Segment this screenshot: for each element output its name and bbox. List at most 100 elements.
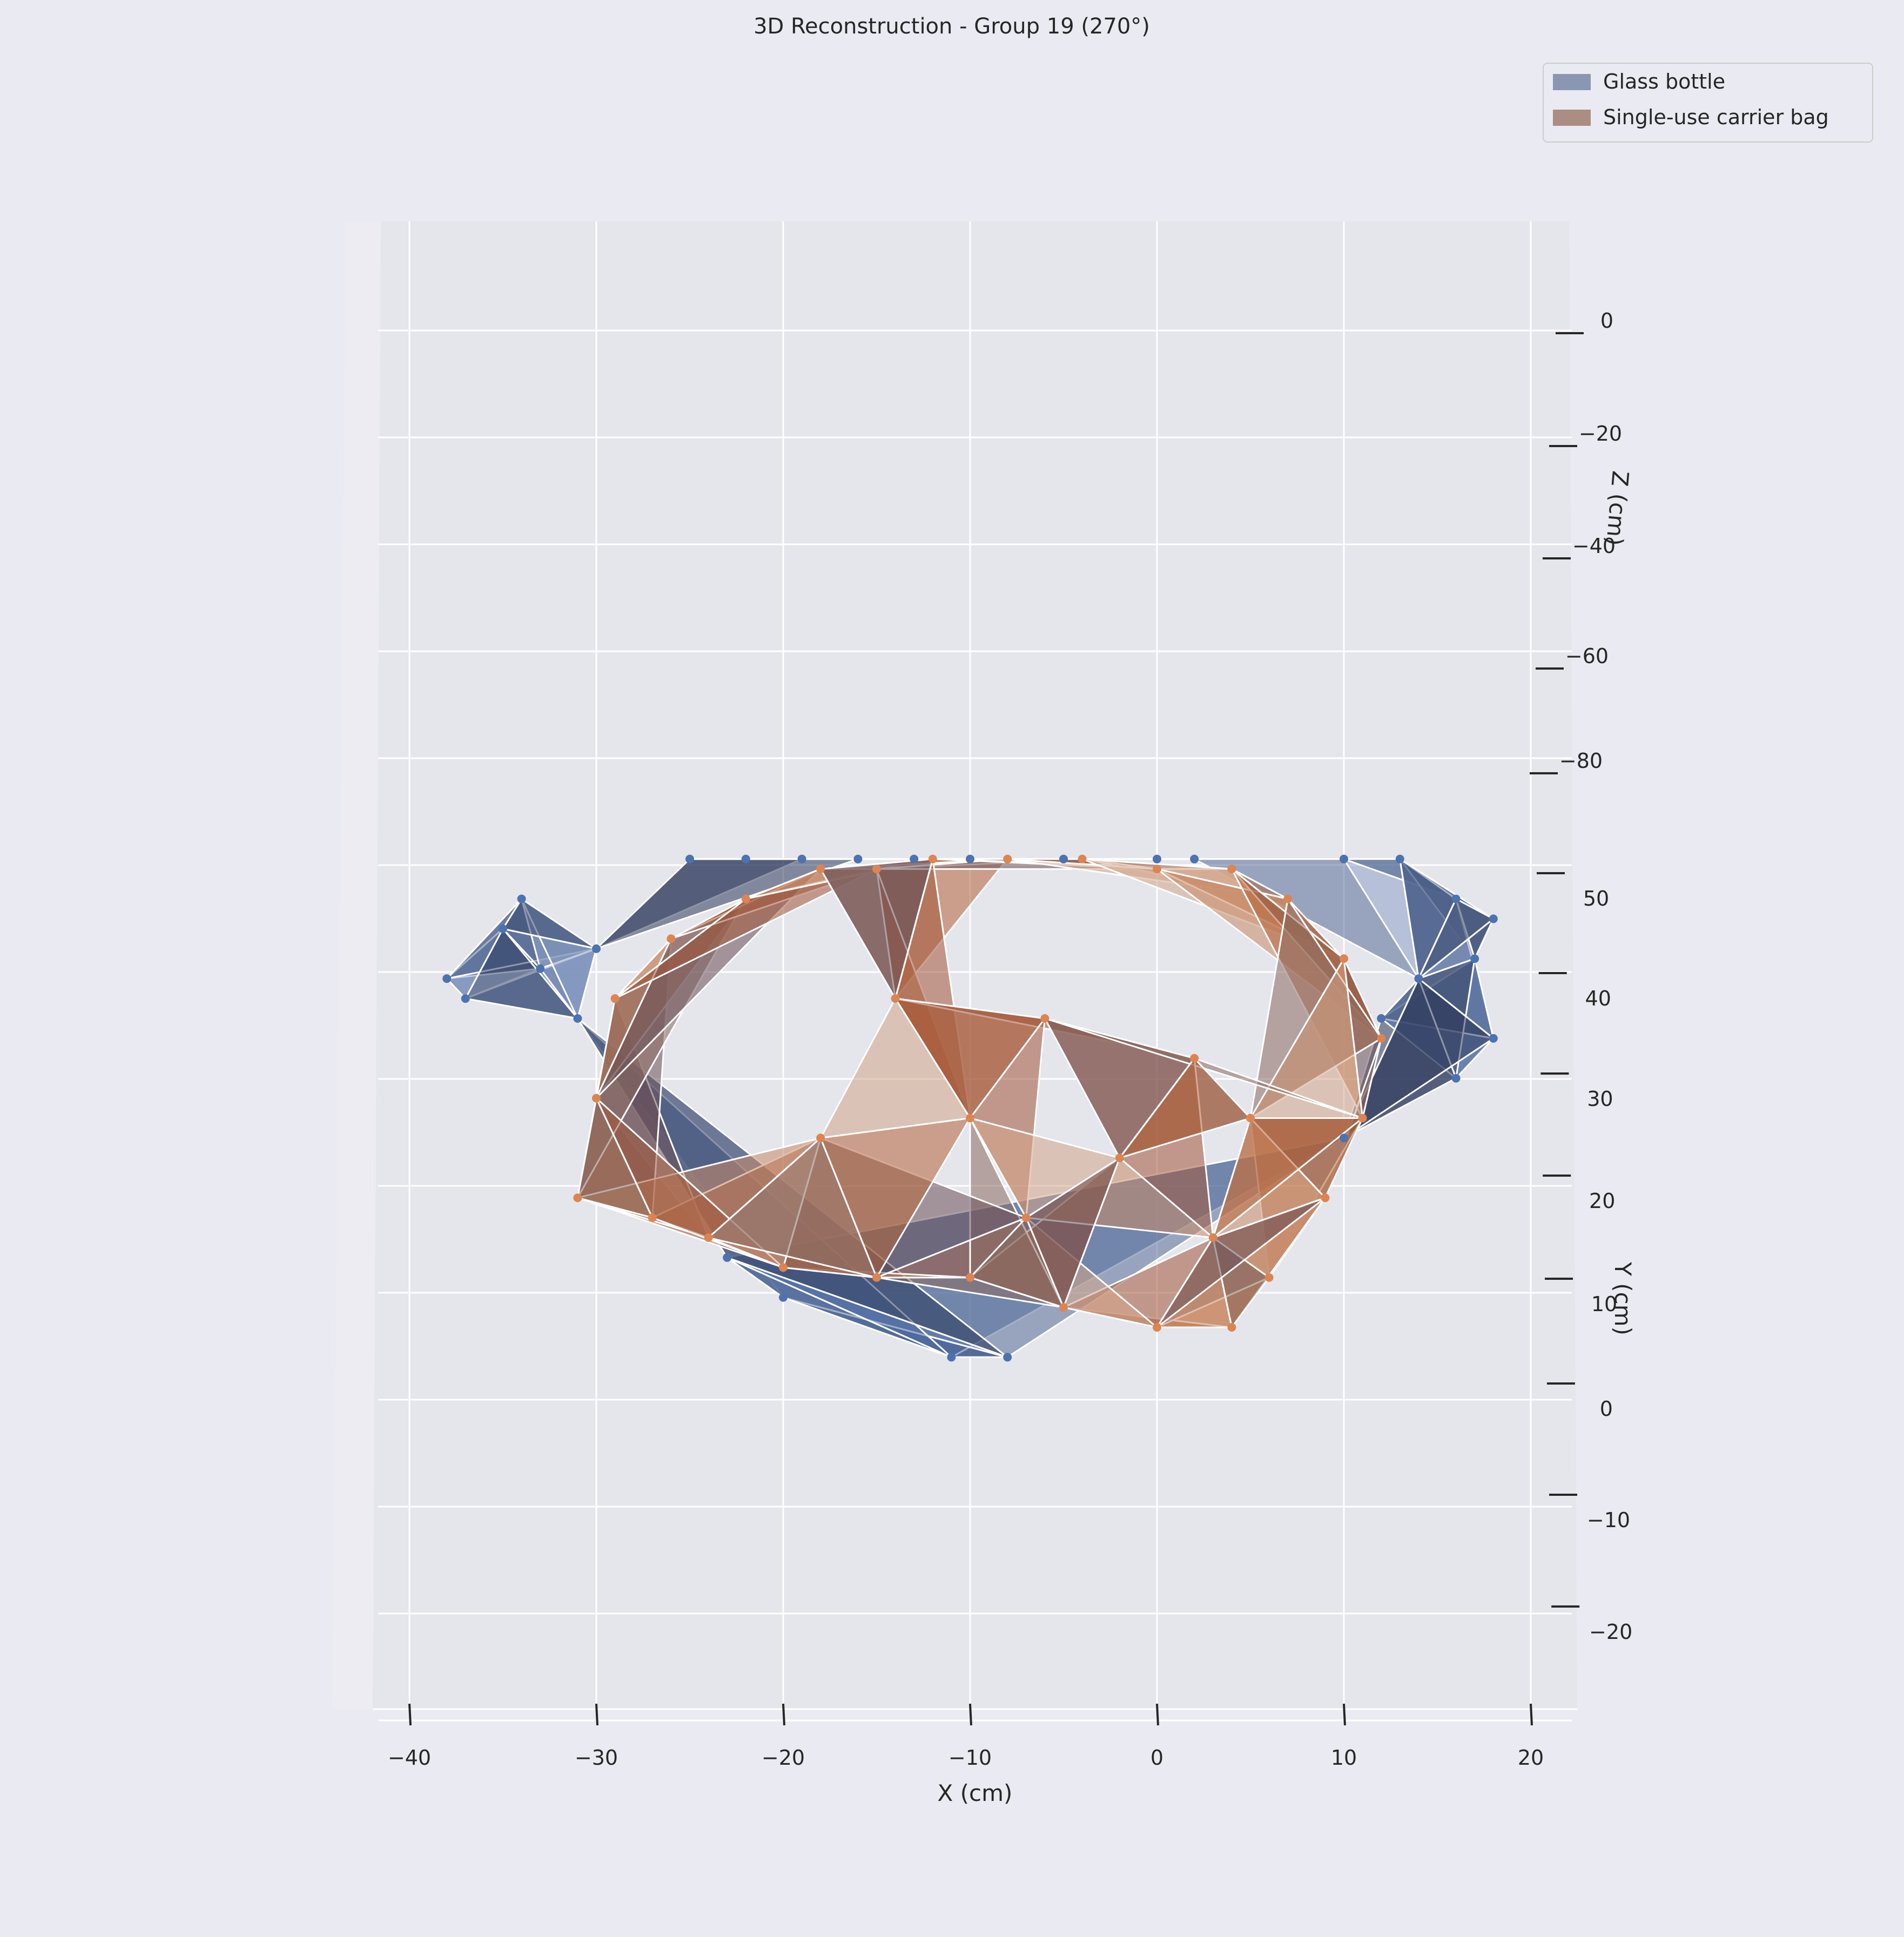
- data-point: [1470, 954, 1479, 963]
- mesh-face: [819, 858, 934, 1001]
- x-tick-mark: [1530, 1703, 1533, 1726]
- data-point: [723, 1253, 732, 1262]
- back-pane: [373, 221, 1577, 1709]
- data-point: [536, 964, 545, 973]
- z-tick-label: −40: [1572, 534, 1616, 558]
- y-axis-ticks: −20 −10 0 10 20 30 40 50: [1537, 872, 1632, 1644]
- data-point: [1264, 1273, 1274, 1282]
- x-tick-mark: [969, 1703, 972, 1726]
- y-tick-label: 40: [1585, 987, 1611, 1010]
- data-point: [1190, 854, 1199, 863]
- data-point: [685, 854, 694, 863]
- data-point: [610, 994, 620, 1003]
- x-tick-label: −10: [948, 1746, 992, 1770]
- data-point: [1358, 1113, 1367, 1123]
- mesh-face: [1156, 1197, 1326, 1328]
- data-point: [704, 1233, 713, 1242]
- data-point: [1489, 1034, 1498, 1043]
- data-point: [1340, 854, 1348, 863]
- data-point: [1153, 865, 1161, 874]
- data-point: [947, 1353, 956, 1362]
- x-tick-label: 0: [1151, 1746, 1163, 1770]
- z-tick-label: 0: [1600, 309, 1613, 333]
- data-point: [741, 894, 750, 903]
- data-point: [779, 1263, 788, 1272]
- mesh-face: [1418, 897, 1495, 980]
- legend-swatch-carrier-bag: [1553, 110, 1591, 126]
- data-point: [1208, 1233, 1217, 1242]
- data-point: [1377, 1014, 1386, 1023]
- z-tick-label: −20: [1579, 422, 1622, 446]
- data-point: [461, 994, 470, 1003]
- x-tick-mark: [1343, 1703, 1346, 1726]
- data-point: [1283, 894, 1293, 903]
- data-point: [797, 854, 806, 863]
- x-tick-label: −20: [762, 1746, 805, 1770]
- mesh-face: [968, 1117, 1122, 1219]
- x-tick-label: 20: [1518, 1746, 1544, 1770]
- chart-title: 3D Reconstruction - Group 19 (270°): [753, 14, 1150, 39]
- mesh-face: [1342, 977, 1495, 1140]
- data-point: [1451, 894, 1461, 903]
- data-point: [517, 894, 526, 903]
- y-tick-label: 10: [1591, 1292, 1617, 1316]
- data-point: [1078, 854, 1087, 863]
- data-point: [1115, 1153, 1124, 1163]
- data-point: [1489, 914, 1498, 923]
- legend-swatch-glass-bottle: [1553, 74, 1591, 90]
- data-point: [442, 974, 452, 983]
- left-pane: [332, 221, 381, 1709]
- legend: Glass bottle Single-use carrier bag: [1543, 63, 1873, 143]
- data-point: [966, 854, 974, 863]
- data-point: [1040, 1014, 1049, 1023]
- data-point: [1395, 854, 1404, 863]
- data-point: [1190, 1054, 1199, 1063]
- data-point: [1340, 1133, 1348, 1143]
- y-axis-label: Y (cm): [1610, 1261, 1636, 1335]
- mesh-face: [595, 1097, 784, 1268]
- data-point: [891, 994, 900, 1003]
- data-point: [928, 854, 937, 863]
- data-point: [1153, 1322, 1161, 1332]
- y-tick-label: 0: [1600, 1397, 1613, 1421]
- data-point: [816, 865, 825, 874]
- data-point: [1227, 865, 1236, 874]
- mesh-face: [464, 927, 580, 1020]
- mesh-carrier-bag: [574, 858, 1383, 1329]
- mesh-face: [501, 897, 597, 950]
- data-point: [1003, 1353, 1012, 1362]
- data-point: [872, 865, 881, 874]
- data-point: [1451, 1074, 1461, 1083]
- data-point: [1377, 1034, 1386, 1043]
- x-tick-label: −30: [575, 1746, 618, 1770]
- data-point: [1021, 1213, 1031, 1222]
- data-point: [573, 1193, 582, 1203]
- data-point: [872, 1273, 881, 1282]
- points-carrier-bag: [573, 854, 1386, 1332]
- y-tick-label: 50: [1583, 887, 1609, 910]
- y-tick-label: −10: [1587, 1508, 1630, 1532]
- mesh-face: [819, 1117, 972, 1280]
- x-tick-mark: [408, 1703, 412, 1726]
- x-axis-ticks: −40 −30 −20 −10 0 10 20: [388, 1703, 1544, 1770]
- data-point: [648, 1213, 657, 1222]
- data-point: [592, 944, 601, 953]
- x-tick-label: −40: [388, 1746, 431, 1770]
- x-axis-label: X (cm): [938, 1780, 1013, 1806]
- points-glass-bottle: [442, 854, 1498, 1362]
- data-point: [1321, 1193, 1330, 1203]
- data-point: [1246, 1113, 1255, 1123]
- z-tick-label: −60: [1565, 644, 1609, 668]
- z-axis-ticks: 0 −20 −40 −60 −80: [1530, 309, 1622, 774]
- data-point: [1059, 854, 1068, 863]
- data-point: [1059, 1303, 1068, 1312]
- legend-label-carrier-bag: Single-use carrier bag: [1603, 105, 1829, 129]
- y-tick-label: 30: [1587, 1087, 1613, 1111]
- data-point: [573, 1014, 582, 1023]
- data-point: [592, 1094, 601, 1103]
- legend-box: [1543, 63, 1873, 143]
- x-tick-mark: [595, 1703, 598, 1726]
- data-point: [499, 924, 507, 933]
- data-point: [779, 1293, 788, 1302]
